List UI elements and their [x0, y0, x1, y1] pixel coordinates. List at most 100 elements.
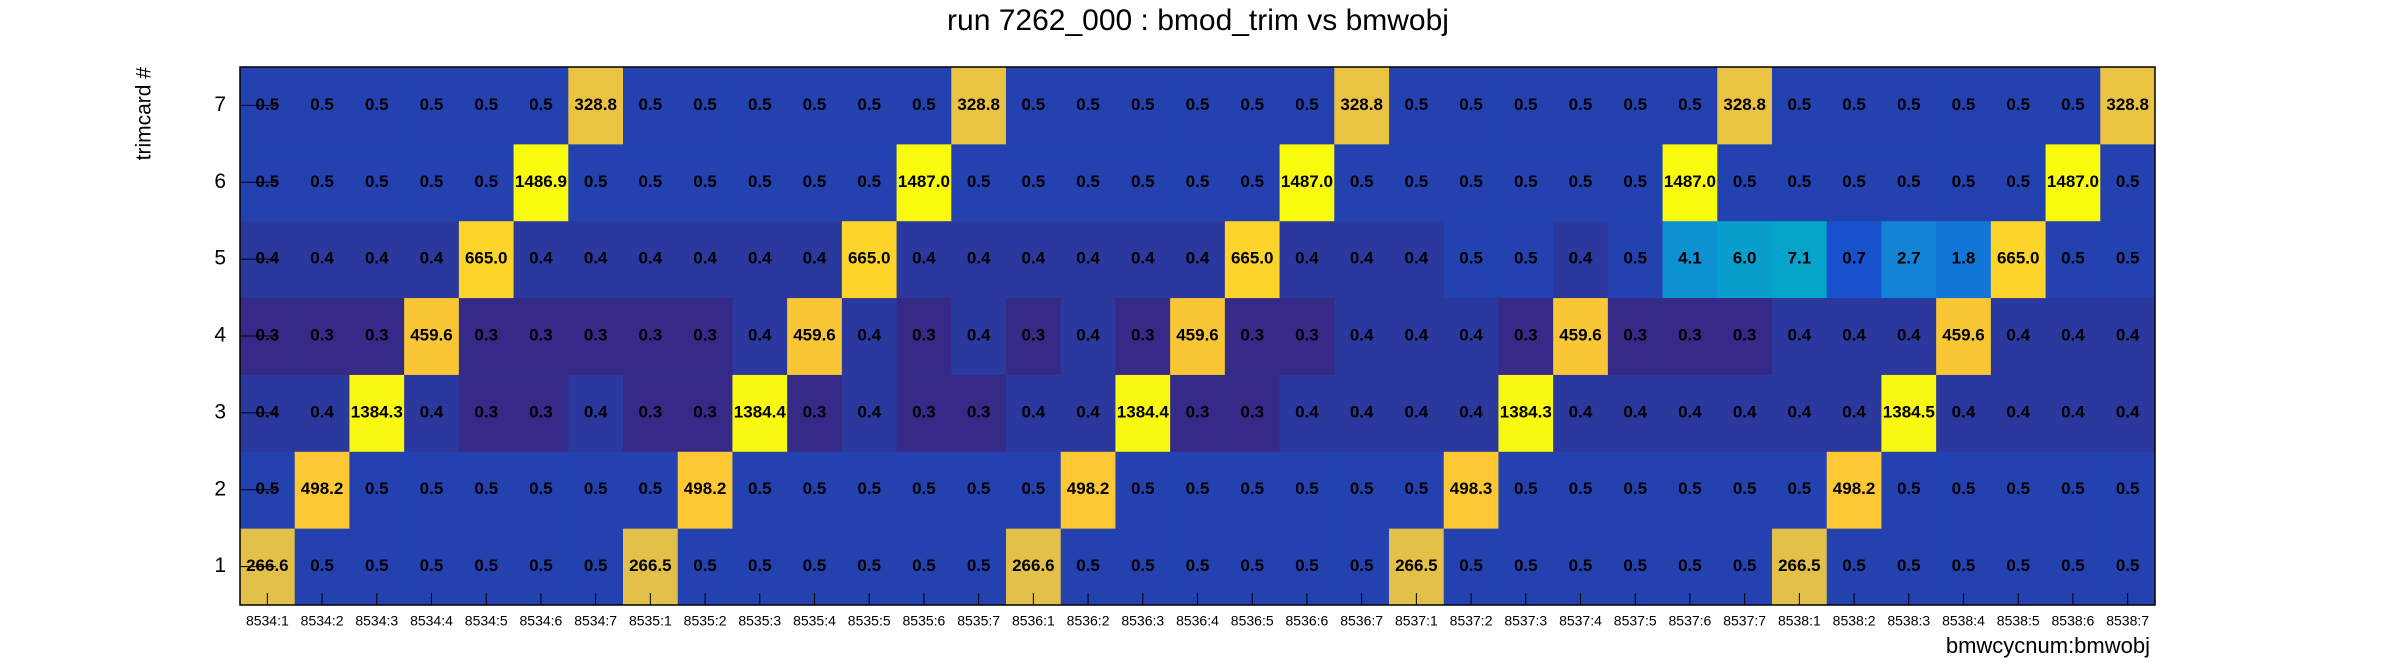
cell-label: 0.5 [857, 479, 881, 498]
cell-label: 0.5 [1952, 556, 1976, 575]
cell-label: 0.5 [1842, 556, 1866, 575]
heatmap-cell [1662, 528, 1718, 606]
heatmap-cell [568, 220, 624, 299]
cell-label: 0.5 [639, 479, 663, 498]
heatmap-cell [1115, 143, 1171, 222]
heatmap-cell [1553, 374, 1609, 452]
cell-label: 0.5 [2116, 249, 2140, 268]
cell-label: 0.5 [2116, 479, 2140, 498]
x-tick-label: 8535:5 [848, 613, 891, 629]
heatmap-cell [1553, 67, 1609, 145]
x-tick-label: 8537:5 [1614, 613, 1657, 629]
heatmap-cell [2100, 528, 2156, 606]
cell-label: 0.5 [1240, 556, 1264, 575]
cell-label: 0.5 [1022, 95, 1046, 114]
heatmap-cell [1170, 451, 1226, 529]
heatmap-cell [1881, 374, 1937, 452]
cell-label: 0.5 [1186, 172, 1210, 191]
cell-label: 0.5 [1733, 479, 1757, 498]
cell-label: 665.0 [1231, 249, 1274, 268]
x-tick-label: 8538:2 [1833, 613, 1876, 629]
cell-label: 0.5 [1897, 556, 1921, 575]
cell-label: 0.4 [2116, 402, 2140, 421]
heatmap-cell [1279, 220, 1335, 299]
cell-label: 0.5 [967, 479, 991, 498]
cell-label: 0.5 [584, 479, 608, 498]
heatmap-cell [1443, 143, 1499, 222]
heatmap-cell [1717, 528, 1773, 606]
cell-label: 0.5 [912, 95, 936, 114]
cell-label: 0.5 [310, 556, 334, 575]
heatmap-cell [1662, 297, 1718, 375]
cell-label: 0.4 [1733, 402, 1757, 421]
cell-label: 0.5 [420, 172, 444, 191]
cell-label: 1487.0 [1664, 172, 1716, 191]
x-tick-label: 8536:2 [1067, 613, 1110, 629]
cell-label: 0.5 [639, 172, 663, 191]
heatmap-cell [1607, 220, 1664, 299]
heatmap-cell [349, 67, 405, 145]
heatmap-cell [458, 67, 515, 145]
heatmap-cell [458, 374, 515, 452]
heatmap-cell [732, 451, 788, 529]
cell-label: 0.4 [1405, 249, 1429, 268]
heatmap-cell [787, 67, 843, 145]
heatmap-cell [1170, 297, 1226, 375]
cell-label: 0.4 [1076, 402, 1100, 421]
heatmap-cell [1389, 451, 1445, 529]
cell-label: 0.5 [803, 556, 827, 575]
heatmap-cell [841, 374, 898, 452]
heatmap-cell [896, 451, 952, 529]
cell-label: 0.3 [310, 325, 334, 344]
cell-label: 0.4 [1569, 402, 1593, 421]
heatmap-cell [1881, 528, 1937, 606]
heatmap-cell [568, 143, 624, 222]
cell-label: 0.5 [2061, 479, 2085, 498]
heatmap-cell [1170, 143, 1226, 222]
cell-label: 459.6 [793, 325, 836, 344]
heatmap-cell [1498, 143, 1554, 222]
heatmap-cell [1443, 297, 1499, 375]
heatmap-cell [1224, 451, 1281, 529]
x-tick-label: 8534:2 [301, 613, 344, 629]
cell-label: 0.5 [1678, 95, 1702, 114]
cell-label: 0.5 [1952, 95, 1976, 114]
cell-label: 0.5 [2061, 95, 2085, 114]
cell-label: 0.5 [1514, 556, 1538, 575]
heatmap-cell [1006, 67, 1062, 145]
heatmap-cell [623, 220, 679, 299]
cell-label: 0.5 [1459, 556, 1483, 575]
heatmap-cell [1279, 374, 1335, 452]
cell-label: 0.3 [1623, 325, 1647, 344]
cell-label: 0.5 [1405, 95, 1429, 114]
cell-label: 0.5 [529, 95, 553, 114]
cell-label: 0.5 [1569, 95, 1593, 114]
heatmap-cell [1170, 220, 1226, 299]
heatmap-cell [2045, 374, 2101, 452]
cell-label: 0.5 [803, 479, 827, 498]
heatmap-cell [1607, 297, 1664, 375]
cell-label: 0.4 [693, 249, 717, 268]
cell-label: 0.5 [1186, 556, 1210, 575]
heatmap-cell [732, 297, 788, 375]
cell-label: 0.5 [420, 95, 444, 114]
heatmap-cell [841, 67, 898, 145]
cell-label: 0.5 [1076, 172, 1100, 191]
heatmap-cell [349, 374, 405, 452]
y-tick-label: 3 [214, 400, 226, 423]
heatmap-cell [896, 220, 952, 299]
cell-label: 0.3 [1514, 325, 1538, 344]
x-tick-label: 8538:6 [2052, 613, 2095, 629]
cell-label: 0.4 [1131, 249, 1155, 268]
heatmap-cell [841, 143, 898, 222]
heatmap-cell [1553, 451, 1609, 529]
heatmap-cell [1224, 220, 1281, 299]
cell-label: 0.5 [1459, 249, 1483, 268]
cell-label: 498.2 [1067, 479, 1110, 498]
cell-label: 0.3 [1186, 402, 1210, 421]
chart-title: run 7262_000 : bmod_trim vs bmwobj [947, 4, 1449, 37]
heatmap-cell [404, 143, 460, 222]
cell-label: 0.4 [1459, 402, 1483, 421]
heatmap-cell [1772, 528, 1828, 606]
heatmap-cell [568, 528, 624, 606]
